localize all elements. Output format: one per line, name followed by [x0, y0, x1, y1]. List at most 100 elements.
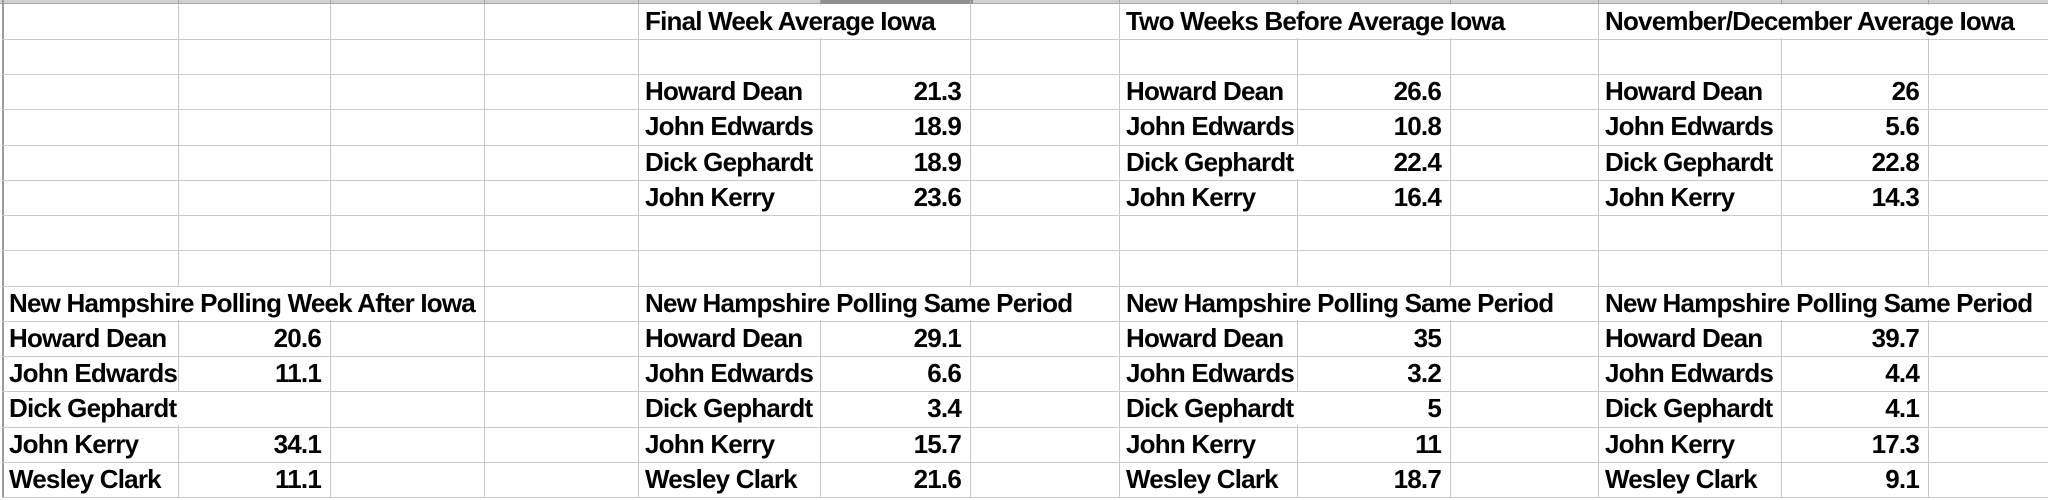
candidate-name-cell[interactable]: Howard Dean [1126, 76, 1284, 106]
sliver-separator [1119, 0, 1120, 4]
gridline-h [2, 74, 2048, 75]
gridline-h [2, 356, 2048, 357]
candidate-name-cell[interactable]: Dick Gephardt [1121, 146, 1448, 179]
poll-value-cell[interactable]: 3.4 [927, 393, 962, 423]
candidate-name-cell[interactable]: Howard Dean [1605, 76, 1763, 106]
section-title-cell[interactable]: New Hampshire Polling Same Period [1600, 287, 2048, 320]
gridline-h [2, 250, 2048, 251]
poll-value-cell[interactable]: 39.7 [1871, 323, 1920, 353]
candidate-name-cell[interactable]: Dick Gephardt [1605, 393, 1773, 423]
candidate-name-cell[interactable]: John Edwards [1605, 111, 1774, 141]
poll-value-cell[interactable]: 26.6 [1393, 76, 1442, 106]
poll-value-cell[interactable]: 22.4 [1393, 147, 1442, 177]
poll-value-cell[interactable]: 18.9 [913, 111, 962, 141]
gridline-h [2, 215, 2048, 216]
candidate-name-cell[interactable]: Wesley Clark [9, 464, 162, 494]
gridline-h [2, 39, 2048, 40]
poll-value-cell[interactable]: 29.1 [913, 323, 962, 353]
poll-value-cell[interactable]: 5 [1427, 393, 1441, 423]
poll-value-cell[interactable]: 3.2 [1407, 358, 1442, 388]
sliver-separator [638, 0, 639, 4]
candidate-name-cell[interactable]: John Kerry [9, 429, 139, 459]
gridline-h [2, 391, 2048, 392]
sliver-separator [330, 0, 331, 4]
poll-value-cell[interactable]: 4.1 [1885, 393, 1920, 423]
poll-value-cell[interactable]: 23.6 [913, 182, 962, 212]
candidate-name-cell[interactable]: John Kerry [1605, 429, 1735, 459]
candidate-name-cell[interactable]: John Edwards [1605, 358, 1774, 388]
gridline-h [2, 109, 2048, 110]
candidate-name-cell[interactable]: Dick Gephardt [645, 147, 813, 177]
poll-value-cell[interactable] [180, 392, 329, 425]
sliver-separator [1450, 0, 1451, 4]
candidate-name-cell[interactable]: Howard Dean [9, 323, 167, 353]
poll-value-cell[interactable]: 16.4 [1393, 182, 1442, 212]
gridline-h [2, 180, 2048, 181]
candidate-name-cell[interactable]: John Kerry [1605, 182, 1735, 212]
poll-value-cell[interactable]: 26 [1891, 76, 1920, 106]
candidate-name-cell[interactable]: Howard Dean [1605, 323, 1763, 353]
candidate-name-cell[interactable]: John Edwards [1126, 111, 1295, 141]
sliver-separator [820, 0, 821, 4]
poll-value-cell[interactable]: 15.7 [913, 429, 962, 459]
poll-value-cell[interactable]: 20.6 [273, 323, 322, 353]
candidate-name-cell[interactable]: John Edwards [9, 358, 178, 388]
candidate-name-cell[interactable]: Howard Dean [645, 323, 803, 353]
candidate-name-cell[interactable]: Wesley Clark [1605, 464, 1758, 494]
candidate-name-cell[interactable]: Dick Gephardt [4, 392, 328, 425]
candidate-name-cell[interactable]: Wesley Clark [1126, 464, 1279, 494]
sliver-separator [1928, 0, 1929, 4]
gridline-h [2, 145, 2048, 146]
sliver-separator [1781, 0, 1782, 4]
candidate-name-cell[interactable]: John Kerry [1126, 429, 1256, 459]
section-title-cell[interactable]: New Hampshire Polling Same Period [640, 287, 1117, 320]
poll-value-cell[interactable]: 21.6 [913, 464, 962, 494]
poll-value-cell[interactable]: 10.8 [1393, 111, 1442, 141]
candidate-name-cell[interactable]: Dick Gephardt [645, 393, 813, 423]
gridline-h [2, 497, 2048, 498]
poll-value-cell[interactable]: 18.7 [1393, 464, 1442, 494]
sliver-separator [1598, 0, 1599, 4]
candidate-name-cell[interactable]: Howard Dean [645, 76, 803, 106]
section-title-cell[interactable]: Two Weeks Before Average Iowa [1121, 5, 1596, 38]
sliver-separator [484, 0, 485, 4]
gridline-h [2, 462, 2048, 463]
candidate-name-cell[interactable]: John Edwards [645, 358, 814, 388]
section-title-cell[interactable]: Final Week Average Iowa [640, 5, 968, 38]
poll-value-cell[interactable]: 9.1 [1885, 464, 1920, 494]
row-above-sliver [0, 0, 2048, 4]
candidate-name-cell[interactable]: John Kerry [645, 429, 775, 459]
poll-value-cell[interactable]: 11.1 [275, 358, 322, 388]
poll-value-cell[interactable]: 11.1 [275, 464, 322, 494]
poll-value-cell[interactable]: 18.9 [913, 147, 962, 177]
candidate-name-cell[interactable]: Howard Dean [1126, 323, 1284, 353]
candidate-name-cell[interactable]: John Edwards [645, 111, 814, 141]
poll-value-cell[interactable]: 34.1 [273, 429, 322, 459]
sliver-separator [178, 0, 179, 4]
section-title-cell[interactable]: New Hampshire Polling Same Period [1121, 287, 1596, 320]
sliver-separator [970, 0, 971, 4]
poll-value-cell[interactable]: 6.6 [927, 358, 962, 388]
candidate-name-cell[interactable]: Dick Gephardt [1121, 392, 1448, 425]
candidate-name-cell[interactable]: Dick Gephardt [1605, 147, 1773, 177]
candidate-name-cell[interactable]: John Edwards [1126, 358, 1295, 388]
poll-value-cell[interactable]: 4.4 [1885, 358, 1920, 388]
poll-value-cell[interactable]: 35 [1413, 323, 1442, 353]
gridline-h [2, 427, 2048, 428]
poll-value-cell[interactable]: 5.6 [1885, 111, 1920, 141]
gridline-h [2, 286, 2048, 287]
sliver-separator [1297, 0, 1298, 4]
poll-value-cell[interactable]: 21.3 [913, 76, 962, 106]
poll-value-cell[interactable]: 11 [1415, 429, 1442, 459]
candidate-name-cell[interactable]: Wesley Clark [645, 464, 798, 494]
candidate-name-cell[interactable]: John Kerry [1126, 182, 1256, 212]
poll-value-cell[interactable]: 22.8 [1871, 147, 1920, 177]
poll-value-cell[interactable]: 17.3 [1871, 429, 1920, 459]
section-title-cell[interactable]: November/December Average Iowa [1600, 5, 2048, 38]
gridline-h [2, 321, 2048, 322]
section-title-cell[interactable]: New Hampshire Polling Week After Iowa [4, 287, 482, 320]
poll-value-cell[interactable]: 14.3 [1871, 182, 1920, 212]
selection-highlight-sliver [820, 0, 973, 4]
candidate-name-cell[interactable]: John Kerry [645, 182, 775, 212]
